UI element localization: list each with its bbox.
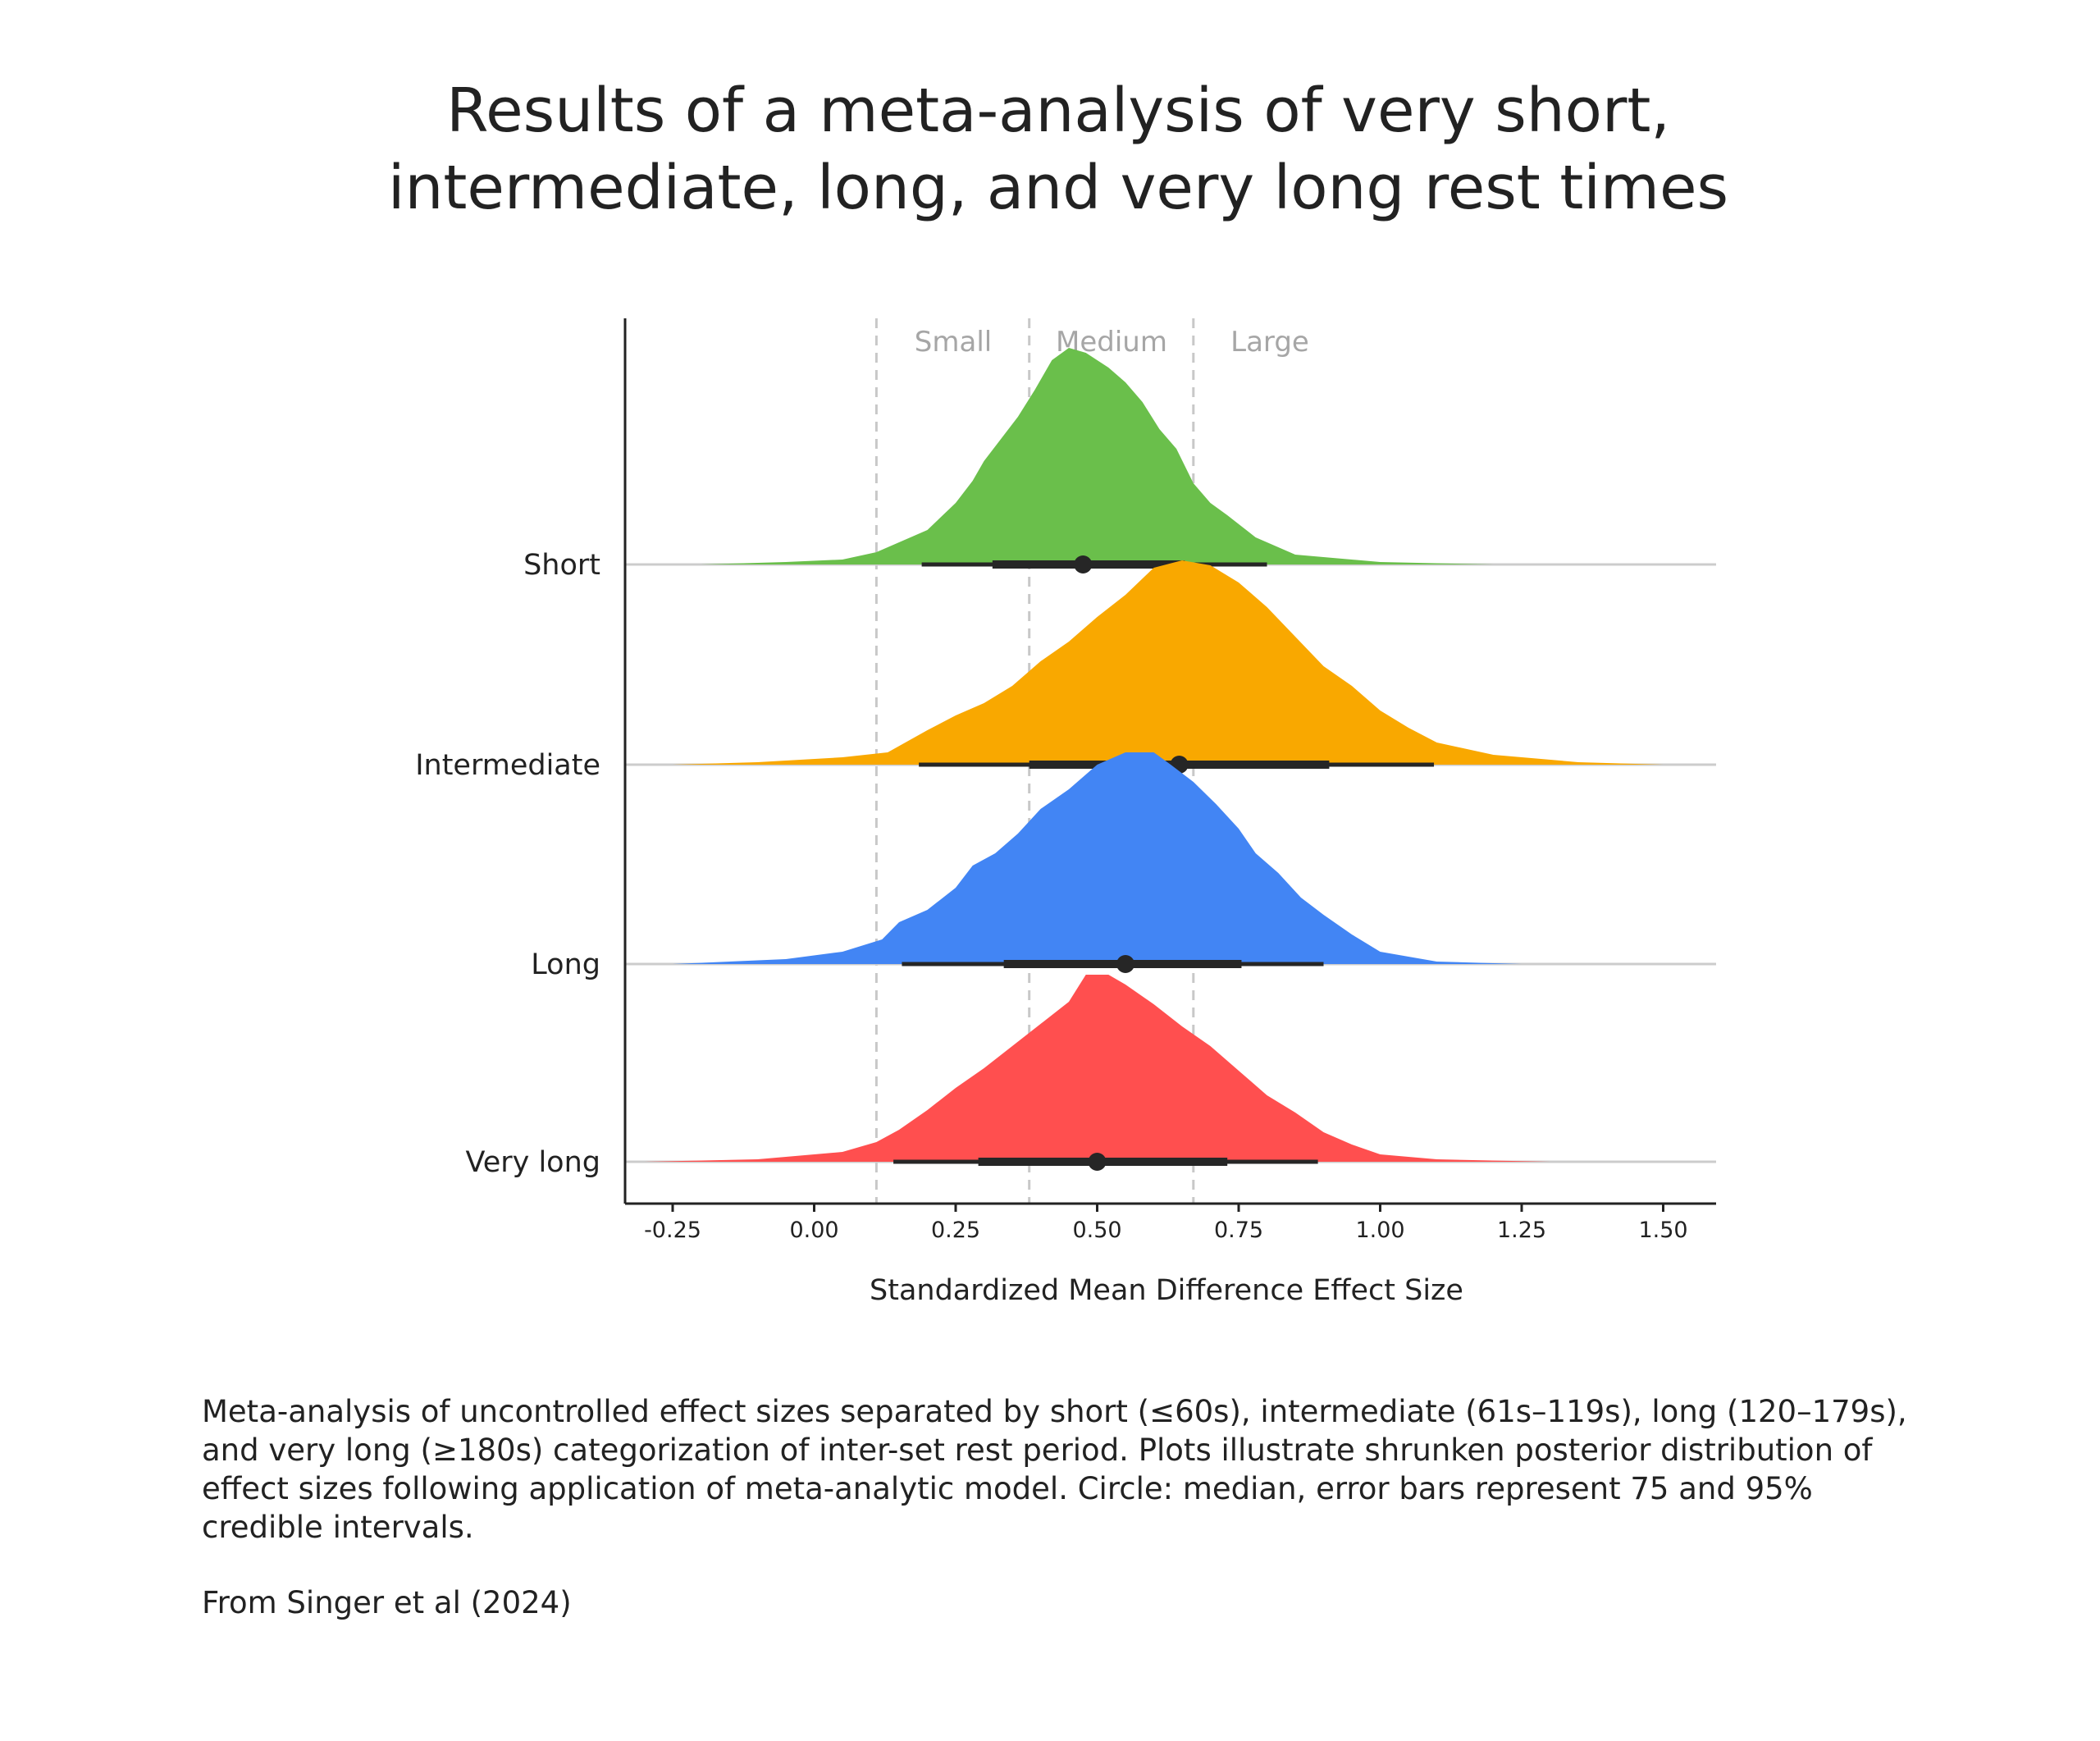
median-long <box>1116 955 1134 973</box>
x-axis-title: Standardized Mean Difference Effect Size <box>870 1274 1463 1307</box>
source-note: From Singer et al (2024) <box>202 1585 572 1620</box>
ridgeline-chart: Small Medium LargeShortIntermediateLongVer… <box>415 318 1716 1307</box>
category-label-short: Short <box>523 549 600 582</box>
x-tick-label: 1.50 <box>1638 1218 1687 1243</box>
reference-label-small: Small <box>915 326 992 359</box>
density-long <box>673 752 1522 964</box>
x-tick-label: -0.25 <box>644 1218 701 1243</box>
median-very-long <box>1088 1153 1107 1171</box>
category-label-intermediate: Intermediate <box>415 749 600 782</box>
figure-caption: Meta-analysis of uncontrolled effect siz… <box>202 1394 1907 1545</box>
x-tick-label: 0.75 <box>1214 1218 1263 1243</box>
density-very-long <box>644 975 1550 1162</box>
chart-title: Results of a meta-analysis of very short… <box>0 72 2100 226</box>
x-tick-label: 0.00 <box>789 1218 838 1243</box>
reference-label-large: Large <box>1230 326 1309 359</box>
title-line-2: intermediate, long, and very long rest t… <box>387 153 1729 223</box>
x-tick-label: 0.50 <box>1072 1218 1121 1243</box>
category-label-long: Long <box>531 948 600 981</box>
title-line-1: Results of a meta-analysis of very short… <box>446 75 1670 146</box>
x-tick-label: 0.25 <box>931 1218 980 1243</box>
density-intermediate <box>673 560 1664 765</box>
category-label-very-long: Very long <box>465 1146 600 1179</box>
median-short <box>1074 555 1093 573</box>
x-tick-label: 1.00 <box>1355 1218 1404 1243</box>
density-short <box>701 348 1494 564</box>
x-tick-label: 1.25 <box>1497 1218 1546 1243</box>
